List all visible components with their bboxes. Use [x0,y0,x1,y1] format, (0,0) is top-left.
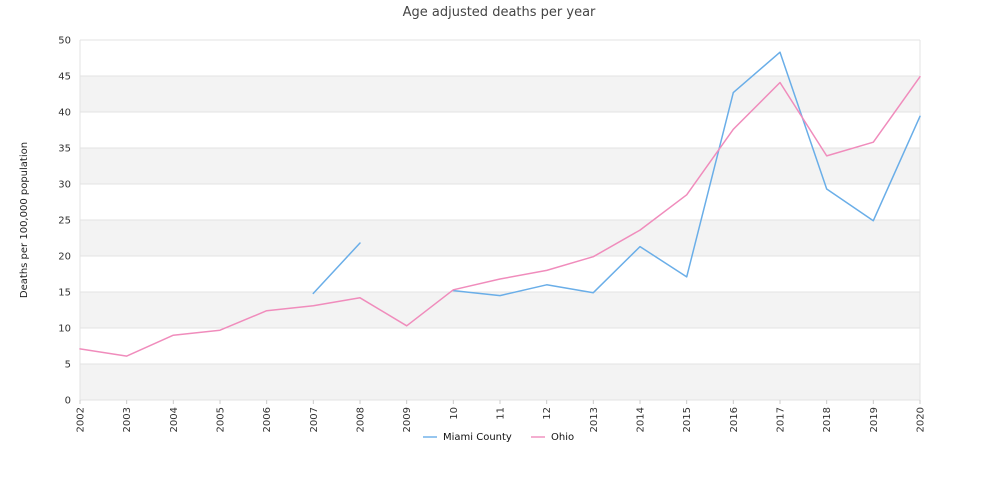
x-axis-ticks: 2002 2003 2004 2005 2006 2007 2008 2009 10 11 12 20… [76,400,927,432]
x-tick-label: 2004 [169,407,180,432]
gridlines [79,39,921,401]
legend-label-miami-county: Miami County [443,432,512,443]
y-axis-ticks: 0 5 10 15 20 25 30 35 40 45 50 [58,36,71,407]
legend-item-miami-county[interactable]: Miami County [423,432,512,443]
x-tick-label: 2013 [589,407,600,432]
x-tick-label: 2018 [822,407,833,432]
y-tick-label: 40 [58,108,71,119]
chart-title: Age adjusted deaths per year [403,5,596,20]
x-tick-label: 11 [496,407,507,420]
y-tick-label: 0 [65,396,71,407]
y-axis-label: Deaths per 100,000 population [19,142,30,298]
x-tick-label: 10 [449,407,460,420]
series-line-ohio[interactable] [79,75,921,357]
x-tick-label: 2014 [636,407,647,432]
legend-item-ohio[interactable]: Ohio [531,432,574,443]
series-line-miami-county[interactable] [452,51,921,297]
y-tick-label: 30 [58,180,71,191]
y-tick-label: 45 [58,72,71,83]
grid-band [80,292,920,328]
series-line-miami-county[interactable] [312,242,361,295]
x-tick-label: 2008 [356,407,367,432]
x-tick-label: 2015 [682,407,693,432]
grid-band [80,148,920,184]
x-tick-label: 2020 [916,407,927,432]
y-tick-label: 5 [65,360,71,371]
x-tick-label: 2003 [122,407,133,432]
y-tick-label: 25 [58,216,71,227]
y-tick-label: 15 [58,288,71,299]
x-tick-label: 2017 [776,407,787,432]
x-tick-label: 2016 [729,407,740,432]
x-tick-label: 2002 [76,407,87,432]
background-bands [80,76,920,400]
y-tick-label: 20 [58,252,71,263]
y-tick-label: 50 [58,36,71,47]
series-lines [79,51,921,357]
y-tick-label: 35 [58,144,71,155]
grid-band [80,220,920,256]
x-tick-label: 2007 [309,407,320,432]
y-tick-label: 10 [58,324,71,335]
x-tick-label: 2019 [869,407,880,432]
legend: Miami County Ohio [423,432,574,443]
x-tick-label: 2005 [216,407,227,432]
x-tick-label: 2006 [262,407,273,432]
x-tick-label: 2009 [402,407,413,432]
series-miami-county [312,51,921,297]
grid-band [80,364,920,400]
legend-label-ohio: Ohio [551,432,574,443]
series-ohio [79,75,921,357]
x-tick-label: 12 [542,407,553,420]
